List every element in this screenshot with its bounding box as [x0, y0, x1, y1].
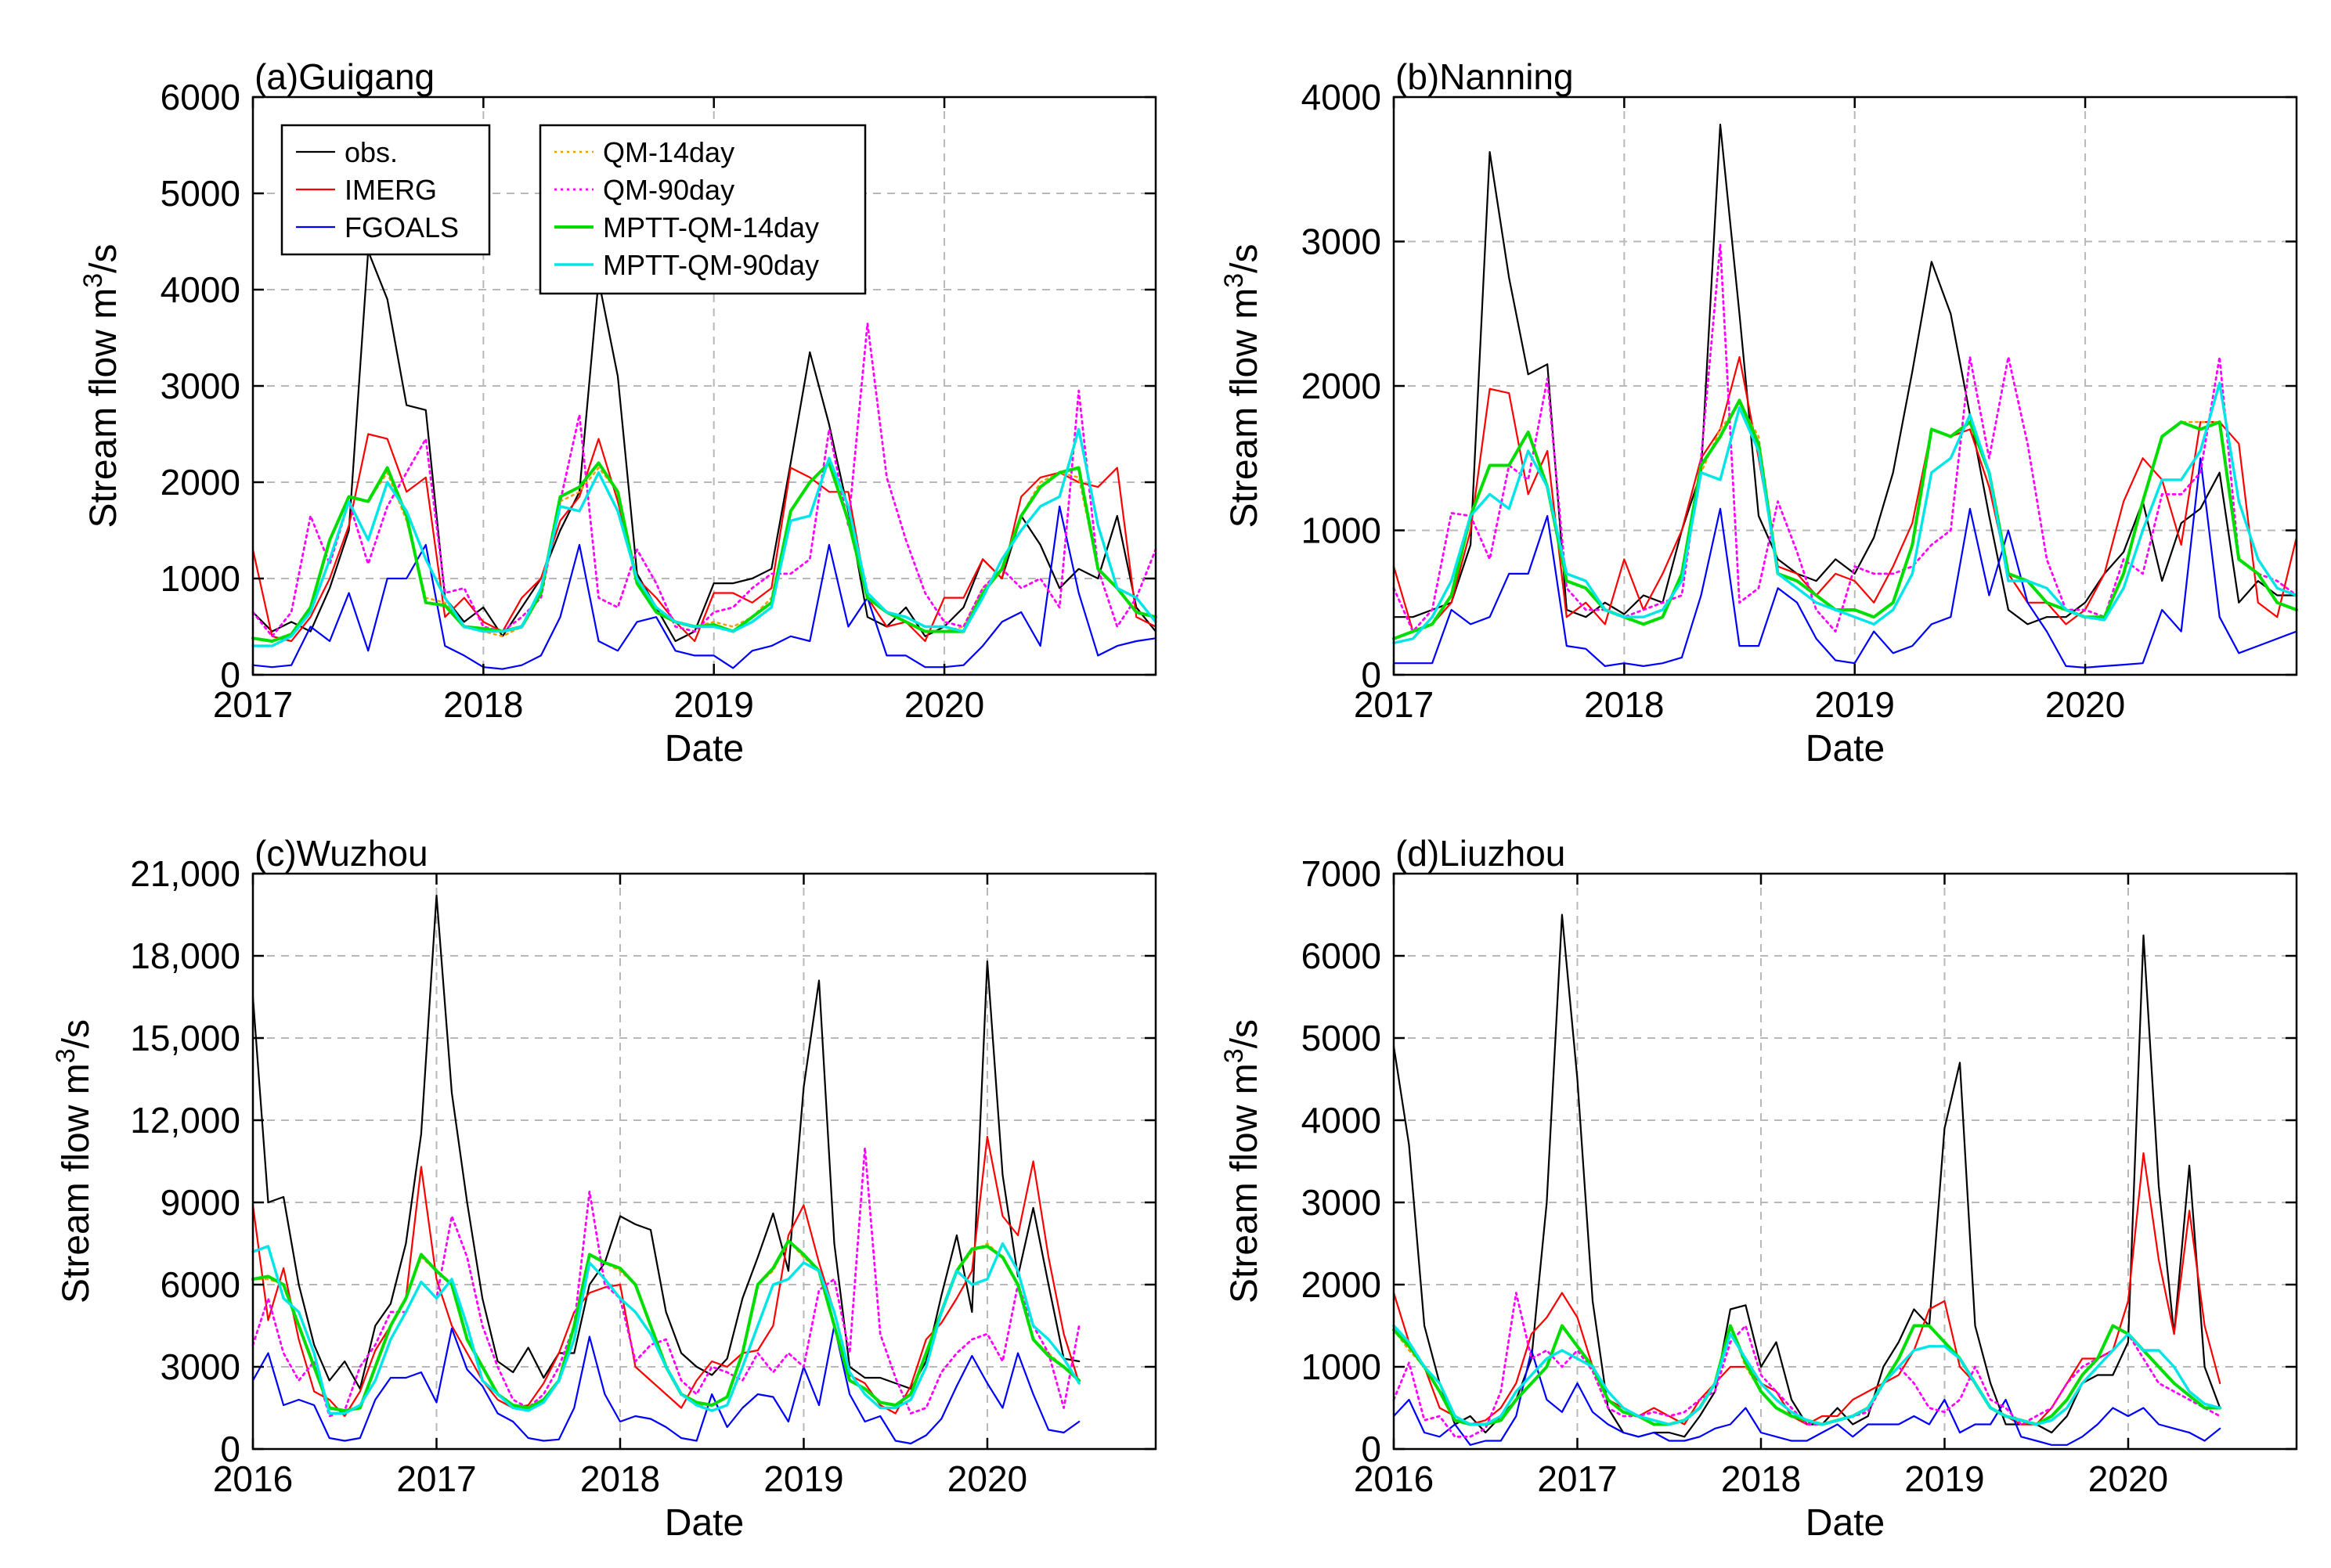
y-tick-label: 1000 — [161, 558, 240, 599]
y-axis-title: Stream flow m3/s — [51, 1019, 97, 1303]
y-tick-label: 2000 — [1301, 366, 1381, 406]
y-tick-label: 2000 — [161, 462, 240, 503]
y-tick-label: 9000 — [161, 1182, 240, 1223]
legend-box-2: QM-14day QM-90day MPTT-QM-14day MPTT-QM-90d… — [539, 124, 867, 295]
x-tick-label: 2019 — [1815, 684, 1895, 725]
series-line-mptt90 — [251, 427, 1157, 647]
y-tick-label: 6000 — [161, 77, 240, 117]
y-tick-label: 5000 — [1301, 1018, 1381, 1058]
x-axis-title: Date — [665, 1502, 744, 1544]
y-tick-label: 5000 — [161, 173, 240, 214]
y-tick-label: 21,000 — [130, 853, 240, 894]
y-axis-title: Stream flow m3/s — [78, 244, 124, 528]
x-tick-label: 2020 — [2045, 684, 2125, 725]
x-tick-label: 2016 — [213, 1458, 293, 1499]
series-line-imerg — [1392, 356, 2297, 633]
y-tick-label: 18,000 — [130, 935, 240, 976]
panel-a: 2017 2018 2019 2020 0 1000 2000 3000 4000 5000 600… — [78, 56, 1157, 770]
y-tick-label: 1000 — [1301, 1346, 1381, 1387]
y-tick-label: 12,000 — [130, 1100, 240, 1141]
series-line-imerg — [251, 433, 1157, 643]
legend-label-fgoals: FGOALS — [345, 211, 459, 243]
panel-b: 2017 2018 2019 2020 0 1000 2000 3000 4000 (b)Nann… — [1219, 56, 2298, 770]
x-tick-label: 2017 — [1537, 1458, 1617, 1499]
plot-area — [253, 874, 1156, 1449]
x-tick-label: 2018 — [443, 684, 523, 725]
series-line-qm90 — [251, 322, 1157, 638]
y-tick-label: 1000 — [1301, 510, 1381, 551]
y-tick-label: 2000 — [1301, 1264, 1381, 1305]
legend-label-imerg: IMERG — [345, 174, 437, 206]
series-line-obs — [251, 894, 1081, 1390]
y-tick-label: 3000 — [161, 366, 240, 406]
panel-title: (c)Wuzhou — [254, 833, 428, 874]
axes-frame — [1392, 872, 2298, 1451]
panel-c: 2016 2017 2018 2019 2020 0 3000 6000 9000 12,000 1… — [51, 833, 1157, 1544]
y-tick-label: 0 — [220, 654, 240, 695]
x-tick-label: 2018 — [1584, 684, 1664, 725]
axes-frame — [251, 872, 1157, 1451]
y-tick-label: 3000 — [1301, 222, 1381, 262]
series-line-fgoals — [1392, 457, 2297, 669]
series-line-qm90 — [251, 1146, 1081, 1418]
x-tick-label: 2016 — [1354, 1458, 1434, 1499]
x-tick-label: 2020 — [904, 684, 984, 725]
x-tick-label: 2017 — [213, 684, 293, 725]
x-tick-label: 2020 — [947, 1458, 1027, 1499]
x-tick-label: 2018 — [1721, 1458, 1801, 1499]
x-tick-label: 2017 — [1354, 684, 1434, 725]
x-tick-label: 2020 — [2088, 1458, 2168, 1499]
legend-label-mptt14: MPTT-QM-14day — [603, 211, 819, 243]
x-axis-title: Date — [1806, 1502, 1885, 1544]
x-axis-title: Date — [1806, 728, 1885, 770]
y-tick-label: 4000 — [1301, 1100, 1381, 1141]
legend-frame — [539, 124, 867, 295]
x-tick-label: 2019 — [674, 684, 754, 725]
x-tick-label: 2019 — [763, 1458, 843, 1499]
series-line-fgoals — [251, 505, 1157, 670]
legend-label-obs: obs. — [345, 136, 398, 168]
y-axis-title: Stream flow m3/s — [1219, 1019, 1265, 1303]
series-line-qm90 — [1392, 243, 2298, 633]
series-line-obs — [1392, 124, 2297, 625]
y-tick-label: 0 — [1361, 1429, 1381, 1469]
y-axis-title: Stream flow m3/s — [1219, 244, 1265, 528]
series-line-imerg — [1392, 1152, 2221, 1426]
y-tick-label: 0 — [220, 1429, 240, 1469]
series-line-mptt90 — [1392, 1324, 2221, 1426]
x-tick-label: 2018 — [580, 1458, 660, 1499]
y-tick-label: 6000 — [1301, 935, 1381, 976]
y-tick-label: 4000 — [1301, 77, 1381, 117]
panel-title: (a)Guigang — [254, 56, 435, 97]
x-tick-label: 2019 — [1904, 1458, 1984, 1499]
legend-label-qm90: QM-90day — [603, 174, 734, 206]
y-tick-label: 3000 — [1301, 1182, 1381, 1223]
y-tick-label: 3000 — [161, 1346, 240, 1387]
series-line-fgoals — [251, 1325, 1081, 1445]
y-tick-label: 15,000 — [130, 1018, 240, 1058]
series-line-fgoals — [1392, 1349, 2221, 1446]
x-tick-label: 2017 — [396, 1458, 476, 1499]
x-axis-title: Date — [665, 728, 744, 770]
legend-box-1: obs. IMERG FGOALS — [280, 124, 491, 256]
y-tick-label: 4000 — [161, 269, 240, 310]
y-tick-label: 7000 — [1301, 853, 1381, 894]
series-line-mptt90 — [1392, 381, 2298, 645]
legend-label-qm14: QM-14day — [603, 136, 734, 168]
series-line-mptt90 — [251, 1242, 1081, 1415]
legend-label-mptt90: MPTT-QM-90day — [603, 249, 819, 281]
series-line-mptt14 — [1392, 398, 2298, 640]
y-tick-label: 6000 — [161, 1264, 240, 1305]
panel-title: (d)Liuzhou — [1395, 833, 1565, 874]
panel-d: 2016 2017 2018 2019 2020 0 1000 2000 3000 4000 500… — [1219, 833, 2298, 1544]
y-tick-label: 0 — [1361, 654, 1381, 695]
panel-title: (b)Nanning — [1395, 56, 1574, 97]
series-line-qm90 — [1392, 1292, 2221, 1438]
